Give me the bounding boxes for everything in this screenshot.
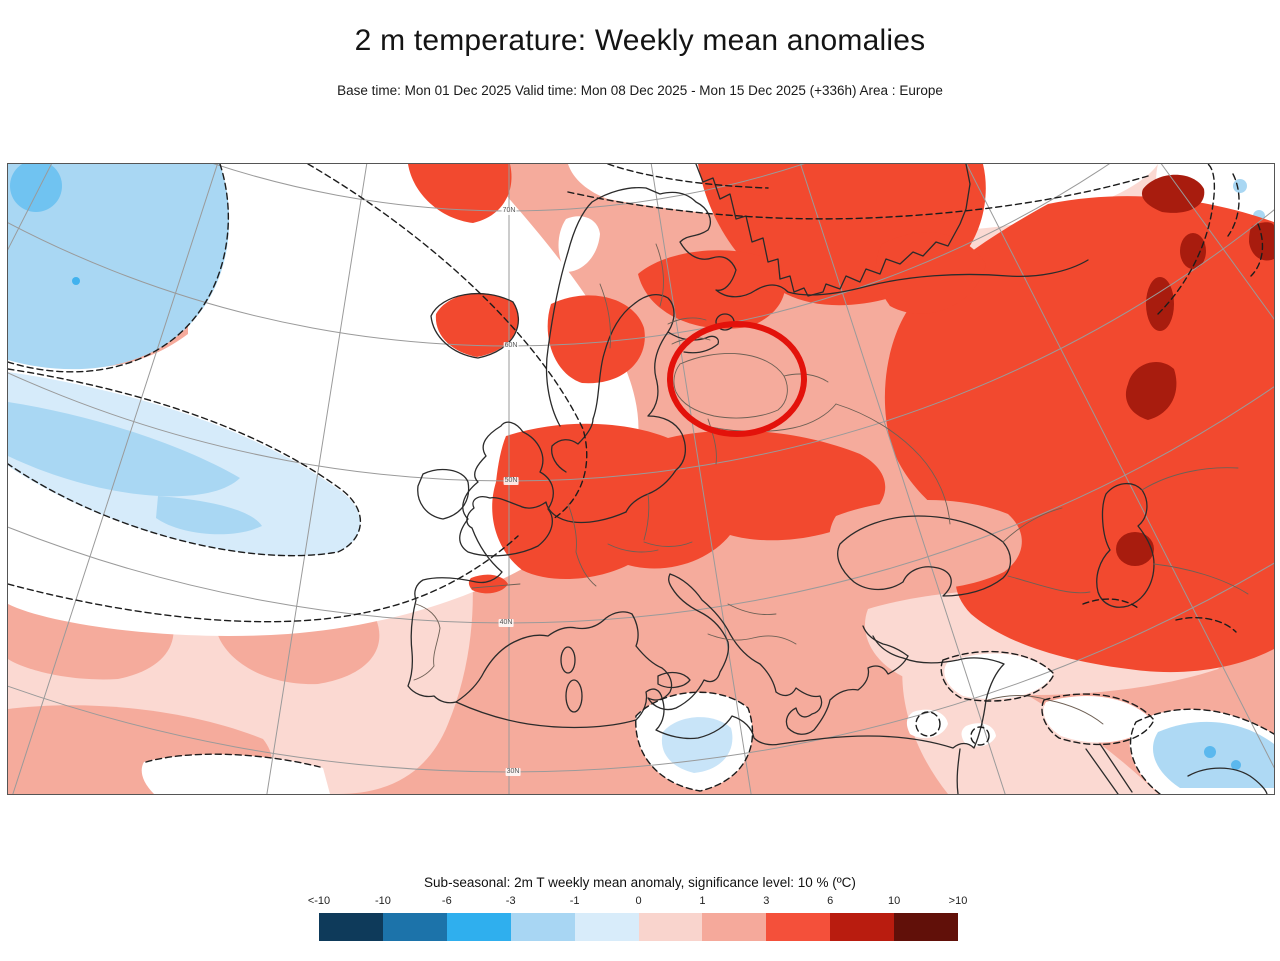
country-borders-layer <box>413 243 1249 725</box>
colorbar-tick: 3 <box>763 895 770 907</box>
colorbar-segment <box>446 913 511 941</box>
page-subtitle: Base time: Mon 01 Dec 2025 Valid time: M… <box>337 83 943 98</box>
colorbar-tick: 1 <box>699 895 706 907</box>
anomaly-shading-layer <box>8 164 1274 794</box>
coastlines-layer <box>407 164 1268 794</box>
colorbar-segment <box>830 913 895 941</box>
colorbar-segment <box>638 913 703 941</box>
highlight-circle <box>667 321 807 437</box>
colorbar-segment <box>766 913 831 941</box>
colorbar-tick: -10 <box>374 895 391 907</box>
colorbar-segment <box>382 913 447 941</box>
colorbar-tick: 0 <box>635 895 642 907</box>
colorbar-tick: <-10 <box>307 895 331 907</box>
colorbar-segment <box>574 913 639 941</box>
colorbar-tick: -6 <box>441 895 452 907</box>
page-title: 2 m temperature: Weekly mean anomalies <box>354 24 926 57</box>
colorbar-tick: >10 <box>948 895 968 907</box>
anomaly-map-svg <box>8 164 1274 794</box>
colorbar-tick: -1 <box>569 895 580 907</box>
colorbar-tick: 10 <box>887 895 901 907</box>
anomaly-map: 70N 60N 50N 40N 30N <box>7 163 1275 795</box>
colorbar-segment <box>510 913 575 941</box>
colorbar-segment <box>319 913 383 941</box>
colorbar-segment <box>894 913 959 941</box>
colorbar-title: Sub-seasonal: 2m T weekly mean anomaly, … <box>424 875 856 890</box>
colorbar-tick: 6 <box>827 895 834 907</box>
significance-contours-layer <box>8 164 1274 794</box>
colorbar-ticks: <-10 -10 -6 -3 -1 0 1 3 6 10 >10 <box>308 895 968 908</box>
colorbar <box>319 913 959 941</box>
colorbar-tick: -3 <box>505 895 516 907</box>
colorbar-segment <box>702 913 767 941</box>
